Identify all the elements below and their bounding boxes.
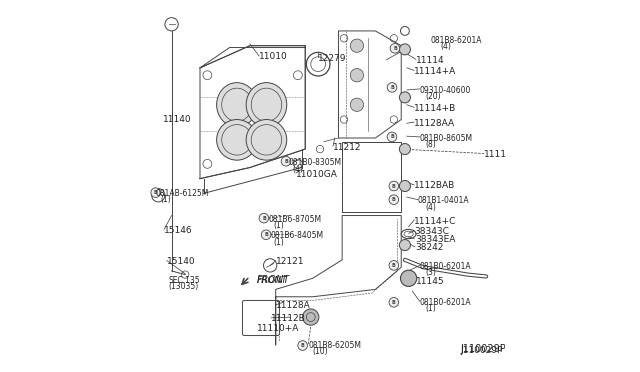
Text: 081B0-8605M: 081B0-8605M <box>420 134 473 142</box>
Text: (4): (4) <box>292 165 303 174</box>
Circle shape <box>350 98 364 112</box>
Text: B: B <box>264 232 268 237</box>
Text: 11128AA: 11128AA <box>414 119 455 128</box>
Text: (13035): (13035) <box>168 282 198 291</box>
Circle shape <box>387 132 397 142</box>
Circle shape <box>350 68 364 82</box>
Text: B: B <box>392 183 396 189</box>
Circle shape <box>151 188 161 198</box>
Text: 081B6-8405M: 081B6-8405M <box>270 231 323 240</box>
Text: (10): (10) <box>312 347 328 356</box>
Circle shape <box>298 341 307 350</box>
Circle shape <box>350 39 364 52</box>
Text: 11114+B: 11114+B <box>414 104 456 113</box>
Text: B: B <box>262 216 266 221</box>
Text: 081B0-6201A: 081B0-6201A <box>420 262 471 271</box>
Text: (4): (4) <box>440 42 451 51</box>
Text: B: B <box>393 46 397 51</box>
Text: 11114+C: 11114+C <box>414 217 456 225</box>
Circle shape <box>389 260 399 270</box>
Text: 12279: 12279 <box>318 54 347 63</box>
Text: B: B <box>301 343 305 348</box>
Text: B: B <box>390 85 394 90</box>
Text: B: B <box>154 190 157 195</box>
Text: (1): (1) <box>274 221 285 230</box>
Text: 12121: 12121 <box>276 257 304 266</box>
Circle shape <box>261 230 271 240</box>
Text: (8): (8) <box>425 140 436 149</box>
Text: 11112B: 11112B <box>271 314 306 323</box>
Circle shape <box>387 83 397 92</box>
Circle shape <box>401 270 417 286</box>
Text: 081B0-8305M: 081B0-8305M <box>289 157 342 167</box>
Circle shape <box>281 157 291 166</box>
Text: 1112BAB: 1112BAB <box>414 182 456 190</box>
Text: J110029P: J110029P <box>460 346 502 355</box>
Text: 38343EA: 38343EA <box>415 235 456 244</box>
Text: 081AB-6125M: 081AB-6125M <box>156 189 209 198</box>
Text: 11010GA: 11010GA <box>296 170 338 179</box>
Ellipse shape <box>216 83 257 127</box>
Text: 11128A: 11128A <box>276 301 310 311</box>
Text: B: B <box>390 134 394 140</box>
Text: FRONT: FRONT <box>257 276 288 285</box>
Text: (1): (1) <box>161 195 172 204</box>
Circle shape <box>399 92 410 103</box>
Text: FRONT: FRONT <box>257 275 291 285</box>
Text: 11110+A: 11110+A <box>257 324 300 333</box>
Text: SEC.135: SEC.135 <box>168 276 200 285</box>
Text: 11110: 11110 <box>484 150 513 159</box>
Circle shape <box>399 44 410 55</box>
Circle shape <box>303 309 319 325</box>
Text: 11114+A: 11114+A <box>414 67 456 76</box>
Text: (1): (1) <box>274 238 285 247</box>
Text: 11145: 11145 <box>416 278 445 286</box>
Text: 09310-40600: 09310-40600 <box>420 86 471 94</box>
Text: 15146: 15146 <box>164 226 193 235</box>
Circle shape <box>399 240 410 251</box>
Text: 081B8-6205M: 081B8-6205M <box>308 341 361 350</box>
FancyBboxPatch shape <box>243 301 280 336</box>
Text: (20): (20) <box>425 92 441 101</box>
Text: 081B0-6201A: 081B0-6201A <box>420 298 471 307</box>
Text: (4): (4) <box>425 202 436 212</box>
Circle shape <box>399 144 410 155</box>
Text: (3): (3) <box>425 268 436 277</box>
Circle shape <box>390 44 400 53</box>
Text: 11114: 11114 <box>416 56 445 65</box>
Text: 081B8-6201A: 081B8-6201A <box>431 36 483 45</box>
Text: B: B <box>392 300 396 305</box>
Ellipse shape <box>246 119 287 160</box>
Circle shape <box>389 195 399 205</box>
Text: J110029P: J110029P <box>460 344 506 354</box>
Text: 15140: 15140 <box>167 257 195 266</box>
Ellipse shape <box>216 119 257 160</box>
Text: 38343C: 38343C <box>414 227 449 236</box>
Text: B: B <box>392 263 396 268</box>
Circle shape <box>389 181 399 191</box>
Text: B: B <box>284 159 288 164</box>
Circle shape <box>399 180 410 192</box>
Text: 38242: 38242 <box>415 243 444 252</box>
Circle shape <box>259 213 269 223</box>
Text: 11212: 11212 <box>333 143 362 152</box>
Text: B: B <box>392 197 396 202</box>
Text: 081B1-0401A: 081B1-0401A <box>418 196 470 205</box>
Text: 081B6-8705M: 081B6-8705M <box>268 215 321 224</box>
Text: (1): (1) <box>425 304 436 313</box>
Text: 11010: 11010 <box>259 52 288 61</box>
Text: 11140: 11140 <box>163 115 192 124</box>
Ellipse shape <box>246 83 287 127</box>
Circle shape <box>389 298 399 307</box>
